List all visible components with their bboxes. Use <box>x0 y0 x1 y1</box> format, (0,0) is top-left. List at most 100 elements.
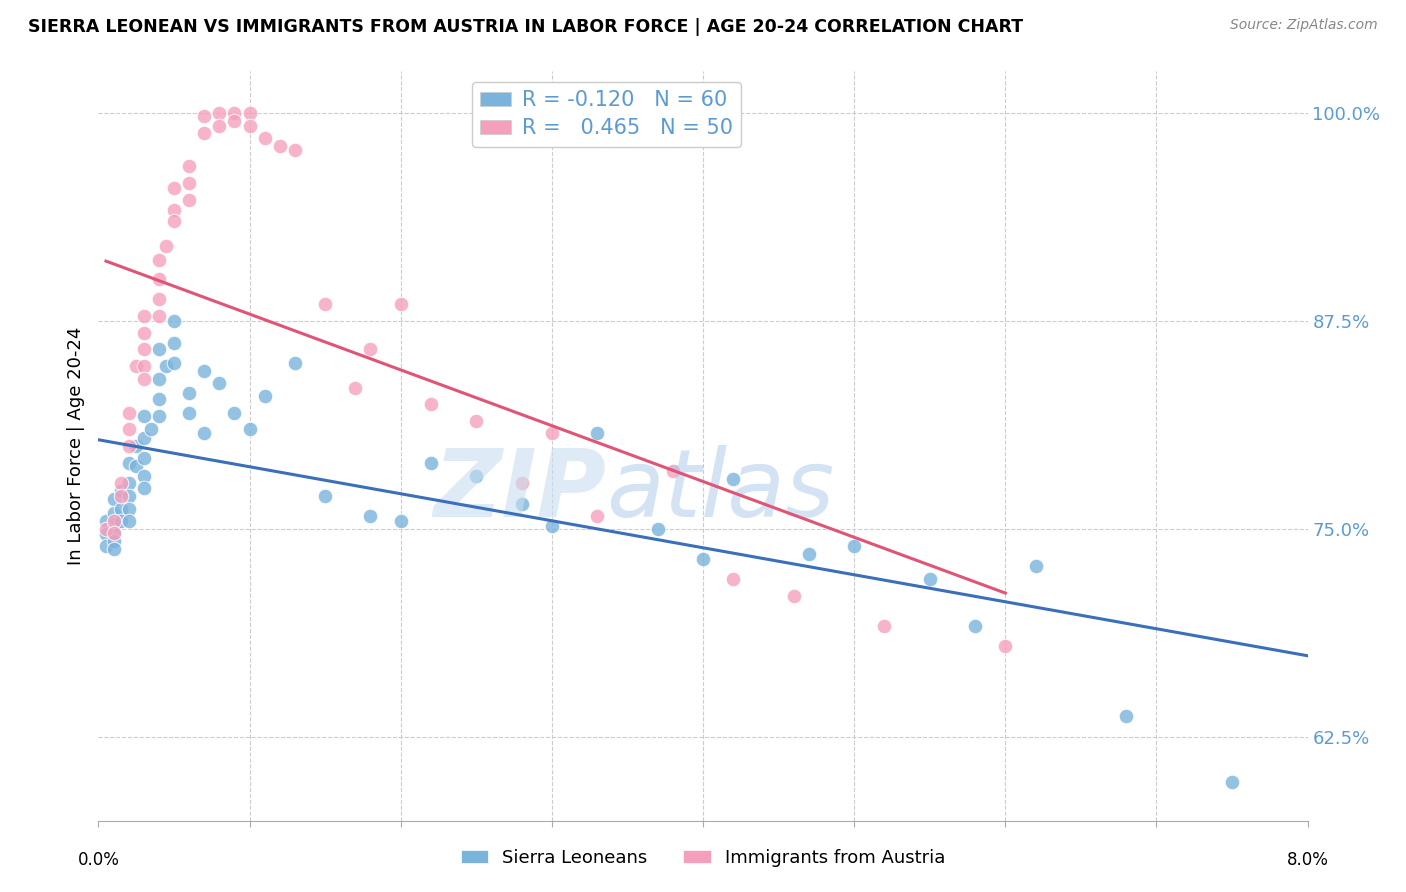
Point <box>155 239 177 253</box>
Point <box>118 439 141 453</box>
Point <box>110 502 132 516</box>
Text: Source: ZipAtlas.com: Source: ZipAtlas.com <box>1230 18 1378 32</box>
Point <box>179 385 201 400</box>
Point <box>118 456 141 470</box>
Point <box>420 397 443 411</box>
Point <box>103 525 125 540</box>
Point <box>148 272 170 286</box>
Point <box>110 475 132 490</box>
Point <box>103 517 125 532</box>
Point <box>193 109 215 123</box>
Text: 8.0%: 8.0% <box>1286 851 1329 869</box>
Point <box>224 106 246 120</box>
Point <box>163 181 186 195</box>
Point <box>148 343 170 357</box>
Point <box>132 343 155 357</box>
Point <box>103 506 125 520</box>
Point <box>1115 708 1137 723</box>
Point <box>132 469 155 483</box>
Point <box>132 431 155 445</box>
Point <box>193 126 215 140</box>
Point <box>239 106 262 120</box>
Point <box>118 406 141 420</box>
Point <box>132 326 155 340</box>
Point <box>723 472 745 486</box>
Point <box>269 139 291 153</box>
Point <box>103 525 125 540</box>
Point <box>132 450 155 465</box>
Point <box>224 114 246 128</box>
Point <box>647 522 669 536</box>
Point <box>540 425 562 440</box>
Point <box>148 252 170 267</box>
Point <box>163 314 186 328</box>
Point <box>284 356 307 370</box>
Point <box>314 297 336 311</box>
Point <box>510 475 533 490</box>
Point <box>692 552 714 566</box>
Point <box>208 376 231 390</box>
Point <box>510 497 533 511</box>
Point <box>284 143 307 157</box>
Point <box>224 406 246 420</box>
Point <box>179 193 201 207</box>
Text: ZIP: ZIP <box>433 445 606 537</box>
Point <box>132 372 155 386</box>
Point <box>723 572 745 586</box>
Point <box>965 619 987 633</box>
Point <box>132 359 155 373</box>
Point <box>103 514 125 528</box>
Point <box>179 159 201 173</box>
Point <box>163 214 186 228</box>
Point <box>344 381 367 395</box>
Point <box>586 425 609 440</box>
Legend: Sierra Leoneans, Immigrants from Austria: Sierra Leoneans, Immigrants from Austria <box>453 842 953 874</box>
Point <box>94 527 117 541</box>
Point <box>94 514 117 528</box>
Point <box>103 492 125 507</box>
Point <box>193 364 215 378</box>
Point <box>118 475 141 490</box>
Point <box>125 359 148 373</box>
Point <box>239 422 262 436</box>
Point <box>179 406 201 420</box>
Point <box>118 422 141 436</box>
Point <box>118 514 141 528</box>
Point <box>420 456 443 470</box>
Point <box>103 542 125 557</box>
Point <box>239 120 262 134</box>
Point <box>360 508 382 523</box>
Point <box>141 422 163 436</box>
Point <box>918 572 941 586</box>
Point <box>389 514 412 528</box>
Point <box>110 483 132 498</box>
Point <box>994 639 1017 653</box>
Point <box>783 589 806 603</box>
Y-axis label: In Labor Force | Age 20-24: In Labor Force | Age 20-24 <box>66 326 84 566</box>
Point <box>179 176 201 190</box>
Point <box>360 343 382 357</box>
Point <box>314 489 336 503</box>
Point <box>125 458 148 473</box>
Point <box>148 309 170 323</box>
Point <box>132 409 155 423</box>
Point <box>208 106 231 120</box>
Point <box>465 414 488 428</box>
Point <box>540 519 562 533</box>
Point <box>193 425 215 440</box>
Point <box>873 619 896 633</box>
Point <box>797 547 820 561</box>
Point <box>208 120 231 134</box>
Point <box>253 131 276 145</box>
Point <box>148 293 170 307</box>
Point <box>1025 558 1047 573</box>
Point <box>163 356 186 370</box>
Point <box>132 481 155 495</box>
Point <box>94 522 117 536</box>
Text: 0.0%: 0.0% <box>77 851 120 869</box>
Point <box>103 533 125 548</box>
Point <box>118 489 141 503</box>
Point <box>118 502 141 516</box>
Point <box>163 335 186 350</box>
Point <box>465 469 488 483</box>
